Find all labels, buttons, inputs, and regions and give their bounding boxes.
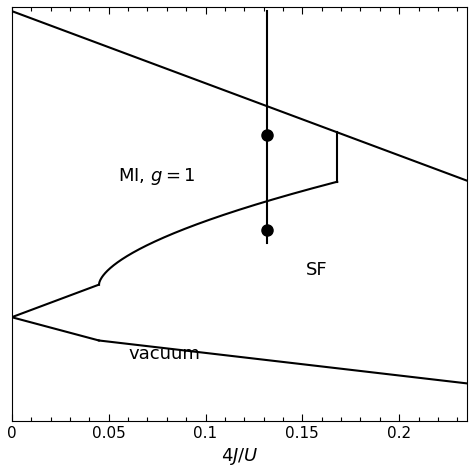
Text: SF: SF xyxy=(306,261,328,279)
X-axis label: $4J/U$: $4J/U$ xyxy=(220,446,258,467)
Text: MI, $g = 1$: MI, $g = 1$ xyxy=(118,166,196,187)
Text: vacuum: vacuum xyxy=(128,346,200,364)
